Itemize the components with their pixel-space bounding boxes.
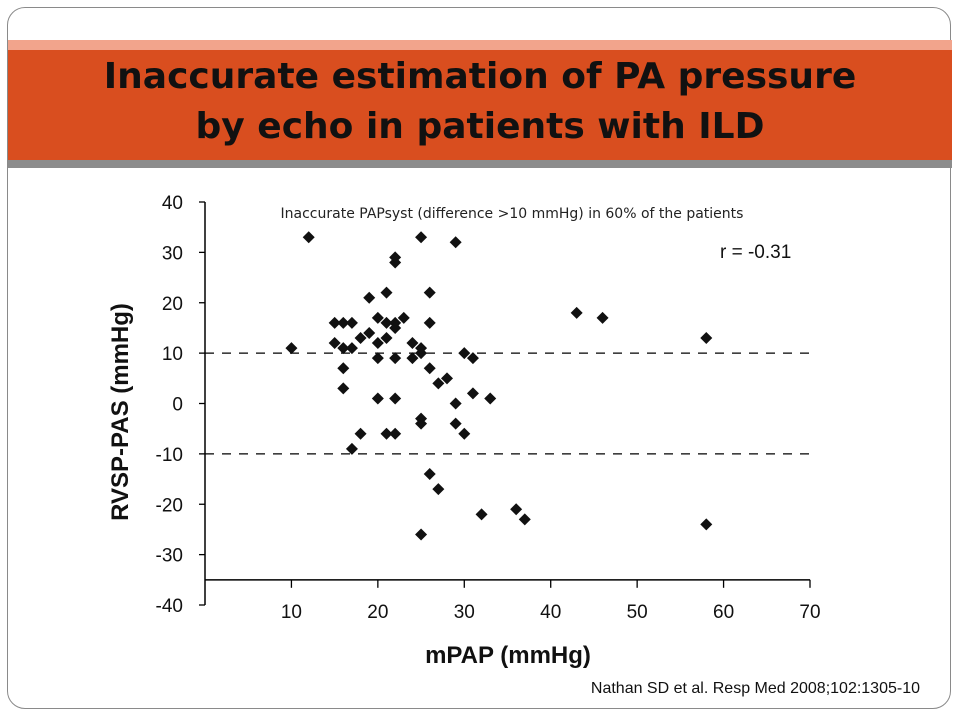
data-point xyxy=(423,316,436,329)
data-point xyxy=(380,332,393,345)
data-point xyxy=(389,321,402,334)
data-point xyxy=(415,528,428,541)
x-tick-label: 60 xyxy=(713,602,734,623)
x-tick-label: 70 xyxy=(799,602,820,623)
data-point xyxy=(337,342,350,355)
data-point xyxy=(380,316,393,329)
data-point xyxy=(700,518,713,531)
data-point xyxy=(475,508,488,521)
data-point xyxy=(345,316,358,329)
data-point xyxy=(441,372,453,385)
data-points xyxy=(285,231,713,541)
chart-annotation: Inaccurate PAPsyst (difference >10 mmHg)… xyxy=(281,206,744,222)
data-point xyxy=(302,231,315,244)
data-point xyxy=(423,362,436,375)
data-point xyxy=(432,377,445,390)
citation: Nathan SD et al. Resp Med 2008;102:1305-… xyxy=(590,680,920,697)
data-point xyxy=(432,483,445,496)
y-tick-label: 10 xyxy=(162,344,183,365)
data-point xyxy=(466,352,479,365)
y-tick-label: -40 xyxy=(156,596,183,617)
data-point xyxy=(389,427,402,440)
data-point xyxy=(345,342,358,355)
data-point xyxy=(389,352,402,365)
data-point xyxy=(380,286,393,299)
title-line-2: by echo in patients with ILD xyxy=(195,106,765,147)
data-point xyxy=(328,337,341,350)
data-point xyxy=(328,316,341,329)
data-point xyxy=(415,231,428,244)
data-point xyxy=(380,427,393,440)
reference-lines xyxy=(205,352,810,455)
title-line-1: Inaccurate estimation of PA pressure xyxy=(103,56,857,97)
data-point xyxy=(570,306,583,319)
data-point xyxy=(285,342,298,355)
data-point xyxy=(345,442,358,455)
data-point xyxy=(354,427,367,440)
y-tick-label: 40 xyxy=(162,193,183,214)
y-tick-label: -20 xyxy=(156,495,183,516)
data-point xyxy=(337,316,350,329)
y-axis-title: RVSP-PAS (mmHg) xyxy=(107,303,134,521)
data-point xyxy=(466,387,479,400)
data-point xyxy=(415,417,428,430)
data-point xyxy=(458,427,471,440)
x-tick-label: 30 xyxy=(454,602,475,623)
data-point xyxy=(337,362,350,375)
data-point xyxy=(449,397,462,410)
data-point xyxy=(449,236,462,249)
y-axis-ticks: 40 30 20 10 0 -10 -20 -30 -40 xyxy=(156,193,205,617)
data-point xyxy=(415,342,428,355)
data-point xyxy=(363,326,376,339)
data-point xyxy=(700,332,713,345)
data-point xyxy=(371,352,384,365)
x-tick-label: 50 xyxy=(627,602,648,623)
data-point xyxy=(389,392,402,405)
data-point xyxy=(518,513,531,526)
data-point xyxy=(449,417,462,430)
data-point xyxy=(484,392,497,405)
y-tick-label: 20 xyxy=(162,294,183,315)
data-point xyxy=(423,468,436,481)
data-point xyxy=(406,352,419,365)
y-tick-label: -30 xyxy=(156,546,183,567)
data-point xyxy=(423,286,436,299)
data-point xyxy=(596,311,609,324)
data-point xyxy=(354,332,367,345)
x-axis-title: mPAP (mmHg) xyxy=(425,642,591,669)
data-point xyxy=(337,382,350,395)
data-point xyxy=(371,311,384,324)
data-point xyxy=(406,337,419,350)
data-point xyxy=(363,291,376,304)
x-tick-label: 20 xyxy=(367,602,388,623)
x-tick-label: 10 xyxy=(281,602,302,623)
data-point xyxy=(510,503,523,516)
title-band xyxy=(8,50,952,160)
data-point xyxy=(371,392,384,405)
x-axis-ticks: 10 20 30 40 50 60 70 xyxy=(281,579,821,623)
title-top-stripe xyxy=(8,40,952,50)
data-point xyxy=(389,251,402,264)
slide-title: Inaccurate estimation of PA pressure by … xyxy=(8,52,952,152)
data-point xyxy=(397,311,410,324)
title-divider xyxy=(8,160,952,168)
correlation-label: r = -0.31 xyxy=(720,242,791,263)
data-point xyxy=(458,347,471,360)
data-point xyxy=(371,337,384,350)
y-tick-label: 0 xyxy=(172,395,183,416)
y-tick-label: 30 xyxy=(162,243,183,264)
x-tick-label: 40 xyxy=(540,602,561,623)
y-tick-label: -10 xyxy=(156,445,183,466)
